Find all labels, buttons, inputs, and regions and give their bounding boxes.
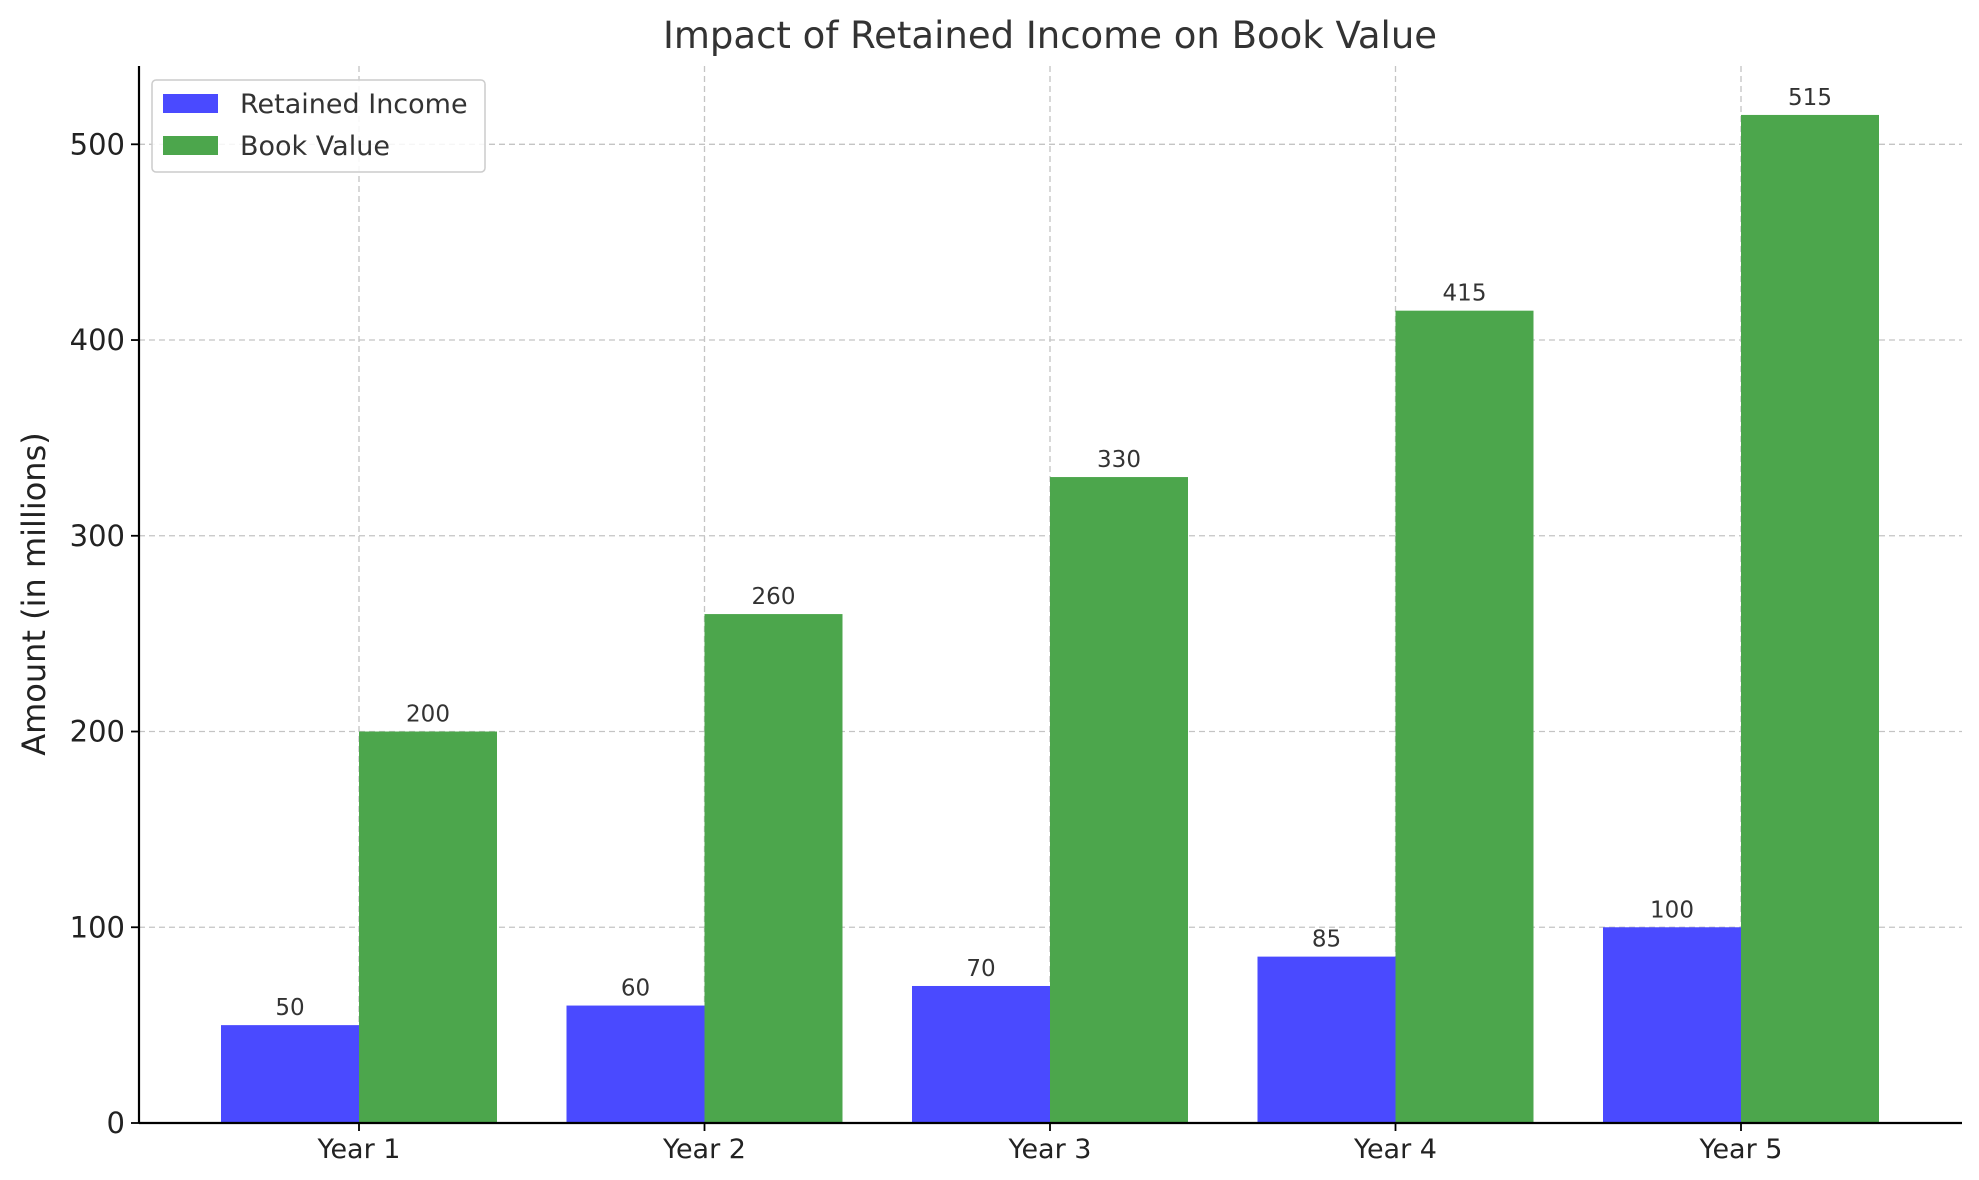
chart-title: Impact of Retained Income on Book Value: [663, 14, 1437, 57]
bar-retained-income: [221, 1025, 359, 1123]
data-label-retained-income: 70: [966, 956, 995, 982]
data-label-book-value: 330: [1097, 447, 1141, 473]
data-label-retained-income: 50: [275, 995, 304, 1021]
y-tick-label: 300: [70, 519, 125, 553]
data-label-retained-income: 60: [621, 976, 650, 1002]
legend-label-retained-income: Retained Income: [240, 89, 468, 120]
bar-book-value: [1741, 114, 1879, 1124]
bar-book-value: [704, 614, 843, 1123]
data-label-book-value: 515: [1788, 85, 1832, 111]
bar-retained-income: [566, 1005, 705, 1123]
data-label-retained-income: 100: [1650, 897, 1694, 923]
legend-label-book-value: Book Value: [240, 131, 390, 162]
y-tick-label: 100: [70, 910, 125, 944]
y-tick-label: 400: [70, 323, 125, 357]
y-tick-label: 500: [70, 127, 125, 161]
data-label-retained-income: 85: [1312, 927, 1341, 953]
y-tick-label: 200: [70, 715, 125, 749]
legend-frame: [151, 79, 486, 173]
x-tick-label: Year 1: [317, 1134, 401, 1165]
y-axis-label: Amount (in millions): [15, 432, 53, 756]
bar-retained-income: [1257, 956, 1396, 1123]
x-tick-label: Year 2: [662, 1134, 746, 1165]
legend: Retained Income Book Value: [151, 79, 486, 173]
bar-retained-income: [1603, 927, 1741, 1123]
legend-swatch-retained-income: [163, 94, 218, 113]
legend-swatch-book-value: [163, 136, 218, 155]
x-tick-label: Year 3: [1008, 1134, 1092, 1165]
bars: [221, 114, 1879, 1124]
bar-book-value: [359, 731, 497, 1123]
y-tick-label: 0: [107, 1106, 125, 1140]
ticks: 0 100 200 300 400 500 Year 1 Year 2 Year 3 Year 4…: [70, 127, 1783, 1165]
data-label-book-value: 415: [1443, 281, 1487, 307]
bar-book-value: [1395, 310, 1534, 1124]
x-tick-label: Year 4: [1353, 1134, 1437, 1165]
data-label-book-value: 200: [406, 702, 450, 728]
bar-retained-income: [912, 985, 1050, 1123]
bar-book-value: [1050, 477, 1188, 1123]
x-tick-label: Year 5: [1699, 1134, 1783, 1165]
data-label-book-value: 260: [752, 584, 796, 610]
data-labels: 50 60 70 85 100 200 260 330 415 515: [275, 85, 1832, 1021]
